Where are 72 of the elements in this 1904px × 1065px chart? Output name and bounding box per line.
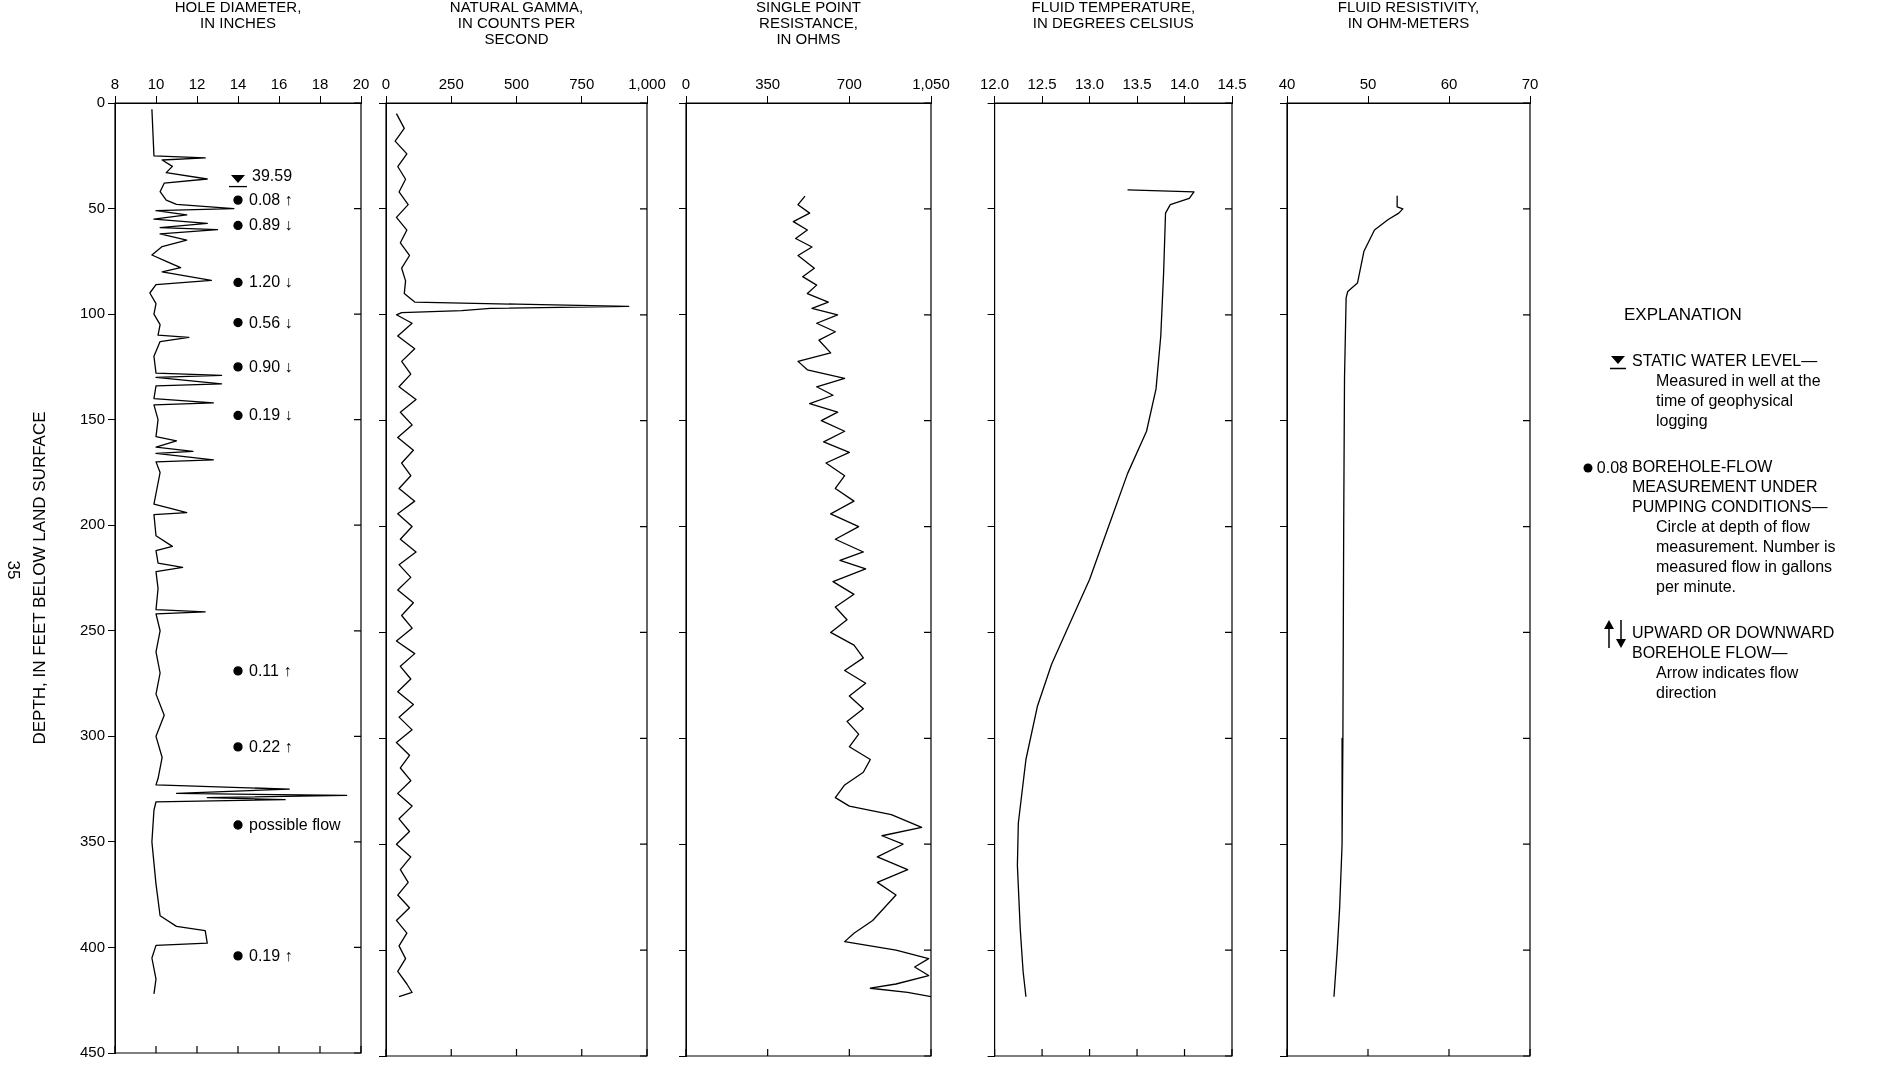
- x-tick-label: 40: [1278, 75, 1296, 93]
- annotation: 0.08 ↑: [249, 191, 293, 210]
- x-tick-label: 14.5: [1217, 75, 1247, 93]
- text: EXPLANATION: [1624, 305, 1743, 325]
- x-tick-label: 750: [569, 75, 595, 93]
- x-tick-label: 18: [311, 75, 329, 93]
- x-tick-label: 0: [381, 75, 391, 93]
- point: [233, 666, 243, 676]
- x-tick-label: 70: [1521, 75, 1539, 93]
- y-tick-label: 50: [88, 198, 105, 216]
- x-tick-label: 14.0: [1169, 75, 1200, 93]
- annotation: 0.11 ↑: [249, 661, 292, 680]
- annotation: 0.19 ↓: [249, 406, 293, 425]
- x-axis-title: FLUID RESISTIVITY, IN OHM-METERS: [1337, 0, 1480, 31]
- point: [233, 362, 243, 372]
- text: 0.08: [1596, 458, 1628, 478]
- annotation: 1.20 ↓: [249, 273, 293, 292]
- annotation: 0.90 ↓: [249, 357, 293, 376]
- y-axis-title: DEPTH, IN FEET BELOW LAND SURFACE: [29, 411, 49, 745]
- x-tick-label: 0: [681, 75, 691, 93]
- x-tick-label: 50: [1359, 75, 1377, 93]
- y-tick-label: 100: [79, 304, 105, 322]
- point: [233, 742, 243, 752]
- point: [233, 317, 243, 328]
- annotation: 0.56 ↓: [249, 313, 293, 332]
- x-tick-label: 20: [352, 75, 370, 93]
- annotation: 0.89 ↓: [249, 216, 293, 235]
- x-axis-title: SINGLE POINT RESISTANCE, IN OHMS: [755, 0, 862, 47]
- text: Measured in well at the time of geophysical logging: [1655, 371, 1822, 431]
- text: BOREHOLE-FLOW MEASUREMENT UNDER PUMPING CONDITIONS—: [1632, 457, 1829, 517]
- y-tick-label: 300: [79, 726, 105, 744]
- x-tick-label: 250: [438, 75, 464, 93]
- text: Circle at depth of flow measurement. Number is measured flow in gallons per minute.: [1655, 517, 1837, 597]
- text: STATIC WATER LEVEL—: [1632, 351, 1819, 371]
- y-tick-label: 150: [79, 409, 105, 427]
- x-tick-label: 12: [188, 75, 206, 93]
- x-tick-label: 14: [229, 75, 247, 93]
- point: [233, 820, 243, 830]
- y-tick-label: 450: [79, 1043, 105, 1061]
- x-tick-label: 60: [1440, 75, 1458, 93]
- text: UPWARD OR DOWNWARD BOREHOLE FLOW—: [1632, 623, 1836, 663]
- y-tick-label: 250: [79, 620, 105, 638]
- y-tick-label: 350: [79, 832, 105, 850]
- x-tick-label: 1,050: [912, 75, 950, 93]
- point: [233, 277, 243, 288]
- point: [233, 951, 243, 961]
- x-axis-title: FLUID TEMPERATURE, IN DEGREES CELSIUS: [1031, 0, 1196, 31]
- point: [233, 410, 243, 421]
- x-tick-label: 1,000: [628, 75, 666, 93]
- x-tick-label: 8: [110, 75, 120, 93]
- annotation: 0.22 ↑: [249, 737, 293, 756]
- x-tick-label: 350: [755, 75, 781, 93]
- x-tick-label: 500: [503, 75, 530, 93]
- annotation: 0.19 ↑: [249, 946, 293, 965]
- text: 35: [3, 560, 24, 580]
- x-axis-title: HOLE DIAMETER, IN INCHES: [174, 0, 302, 31]
- x-tick-label: 13.5: [1122, 75, 1152, 93]
- point: [233, 220, 243, 231]
- x-tick-label: 10: [147, 75, 165, 93]
- x-tick-label: 13.0: [1074, 75, 1105, 93]
- annotation: possible flow: [249, 816, 341, 834]
- x-tick-label: 16: [270, 75, 288, 93]
- x-tick-label: 700: [836, 75, 862, 93]
- y-tick-label: 0: [96, 93, 105, 111]
- x-axis-title: NATURAL GAMMA, IN COUNTS PER SECOND: [449, 0, 584, 47]
- y-tick-label: 400: [79, 937, 105, 955]
- x-tick-label: 12.0: [980, 75, 1010, 93]
- point: [233, 195, 243, 205]
- text: Arrow indicates flow direction: [1655, 663, 1800, 703]
- ref-line-label: 39.59: [252, 166, 293, 184]
- y-tick-label: 200: [79, 515, 105, 533]
- x-tick-label: 12.5: [1027, 75, 1057, 93]
